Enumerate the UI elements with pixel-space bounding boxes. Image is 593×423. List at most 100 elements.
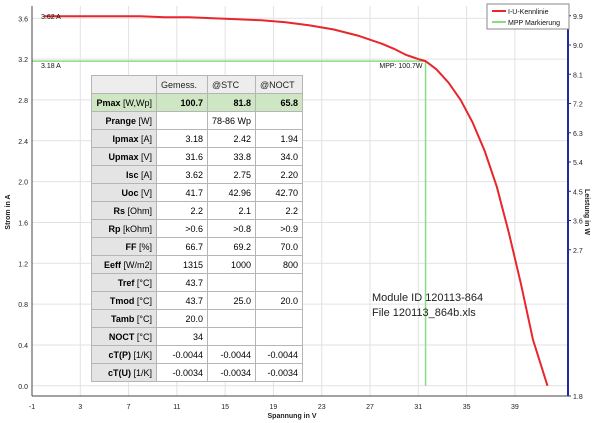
table-cell <box>255 273 304 292</box>
x-tick-label: 39 <box>511 404 519 411</box>
file-annotation: File 120113_864b.xls <box>372 307 476 319</box>
x-tick-label: 3 <box>78 404 82 411</box>
table-cell: 1315 <box>156 255 208 274</box>
row-label: Isc [A] <box>91 165 157 184</box>
row-param: Pmax <box>96 97 121 108</box>
row-param: Uoc <box>121 187 139 198</box>
y-tick-label: 3.6 <box>18 16 28 23</box>
impp-label: 3.18 A <box>41 63 61 70</box>
row-unit: [%] <box>138 241 152 252</box>
table-cell: 42.96 <box>206 183 257 202</box>
table-cell: -0.0034 <box>156 363 208 382</box>
x-tick-label: 19 <box>270 404 278 411</box>
row-param: Tamb <box>111 313 135 324</box>
y2-tick-label: 2.7 <box>573 248 583 255</box>
table-row: Tamb [°C] 20.0 <box>91 309 304 328</box>
x-tick-label: 27 <box>366 404 374 411</box>
row-unit: [°C] <box>136 295 152 306</box>
y-tick-label: 0.0 <box>18 384 28 391</box>
table-row: Rp [kOhm] >0.6 >0.8 >0.9 <box>91 219 304 238</box>
row-param: FF <box>125 241 137 252</box>
row-label: Prange [W] <box>91 111 157 130</box>
y-tick-label: 0.8 <box>18 302 28 309</box>
row-unit: [°C] <box>136 313 152 324</box>
y2-tick-label: 4.5 <box>573 189 583 196</box>
y-tick-label: 1.6 <box>18 220 28 227</box>
row-label: NOCT [°C] <box>91 327 157 346</box>
row-label: Rp [kOhm] <box>91 219 157 238</box>
row-label: Upmax [V] <box>91 147 157 166</box>
table-cell: 34 <box>156 327 208 346</box>
row-label: Tref [°C] <box>91 273 157 292</box>
iv-curve-line <box>44 15 549 387</box>
table-cell: 20.0 <box>255 291 304 310</box>
y-tick-label: 3.2 <box>18 57 28 64</box>
table-cell: 43.7 <box>156 273 208 292</box>
row-param: Ipmax <box>112 133 139 144</box>
table-cell: 3.18 <box>156 129 208 148</box>
table-cell: >0.8 <box>206 219 257 238</box>
table-cell: 3.62 <box>156 165 208 184</box>
y2-tick-label: 9.9 <box>573 14 583 21</box>
col-header-gemess: Gemess. <box>156 75 208 94</box>
axis-layer: -1 3 7 11 15 19 23 27 31 35 39 0.0 0.4 0.8 1.2 1.6 2.0 2.… <box>18 6 583 411</box>
table-cell: 1.94 <box>255 129 304 148</box>
table-cell: 69.2 <box>206 237 257 256</box>
table-cell: 43.7 <box>156 291 208 310</box>
x-tick-label: -1 <box>29 404 35 411</box>
row-param: Rs <box>113 205 125 216</box>
col-header-stc: @STC <box>206 75 257 94</box>
y2-tick-label: 8.1 <box>573 72 583 79</box>
y2-tick-label: 1.8 <box>573 394 583 401</box>
table-cell <box>206 273 257 292</box>
y2-tick-label: 7.2 <box>573 102 583 109</box>
table-cell: 2.42 <box>206 129 257 148</box>
row-label: cT(U) [1/K] <box>91 363 157 382</box>
table-row: Eeff [W/m2] 1315 1000 800 <box>91 255 304 274</box>
table-cell: 66.7 <box>156 237 208 256</box>
table-row: Upmax [V] 31.6 33.8 34.0 <box>91 147 304 166</box>
table-row: Uoc [V] 41.7 42.96 42.70 <box>91 183 304 202</box>
table-cell: 2.20 <box>255 165 304 184</box>
col-header-noct: @NOCT <box>255 75 304 94</box>
y2-tick-label: 3.6 <box>573 219 583 226</box>
row-unit: [1/K] <box>133 349 152 360</box>
y-tick-label: 2.4 <box>18 139 28 146</box>
row-label: Rs [Ohm] <box>91 201 157 220</box>
table-cell: 31.6 <box>156 147 208 166</box>
row-param: Eeff <box>103 259 121 270</box>
row-label: Ipmax [A] <box>91 129 157 148</box>
table-cell: 2.2 <box>156 201 208 220</box>
table-cell: 65.8 <box>255 93 304 112</box>
row-param: Upmax <box>108 151 139 162</box>
module-id-annotation: Module ID 120113-864 <box>372 292 483 304</box>
table-row: Tref [°C] 43.7 <box>91 273 304 292</box>
row-unit: [°C] <box>136 331 152 342</box>
table-cell: 100.7 <box>156 93 208 112</box>
row-unit: [V] <box>140 187 152 198</box>
table-corner <box>91 75 157 94</box>
table-cell: 41.7 <box>156 183 208 202</box>
row-label: cT(P) [1/K] <box>91 345 157 364</box>
table-cell <box>255 327 304 346</box>
y2-axis-title: Leistung in W <box>583 189 590 235</box>
table-row: Prange [W] 78-86 Wp <box>91 111 304 130</box>
row-unit: [kOhm] <box>122 223 152 234</box>
y2-tick-label: 5.4 <box>573 160 583 167</box>
row-param: Prange <box>105 115 136 126</box>
row-label: Pmax [W,Wp] <box>91 93 157 112</box>
table-cell <box>206 309 257 328</box>
table-row: FF [%] 66.7 69.2 70.0 <box>91 237 304 256</box>
row-param: Rp <box>108 223 121 234</box>
table-row: Isc [A] 3.62 2.75 2.20 <box>91 165 304 184</box>
row-param: Tmod <box>109 295 135 306</box>
row-unit: [°C] <box>136 277 152 288</box>
curve-layer <box>32 15 549 387</box>
table-cell: 2.1 <box>206 201 257 220</box>
x-tick-label: 11 <box>173 404 180 411</box>
x-tick-label: 35 <box>463 404 471 411</box>
row-unit: [A] <box>140 133 152 144</box>
table-cell: 1000 <box>206 255 257 274</box>
table-row: cT(P) [1/K] -0.0044 -0.0044 -0.0044 <box>91 345 304 364</box>
row-unit: [Ohm] <box>127 205 152 216</box>
